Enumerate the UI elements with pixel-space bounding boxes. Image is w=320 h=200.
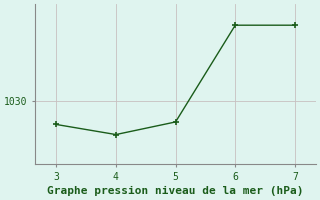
X-axis label: Graphe pression niveau de la mer (hPa): Graphe pression niveau de la mer (hPa)	[47, 186, 304, 196]
